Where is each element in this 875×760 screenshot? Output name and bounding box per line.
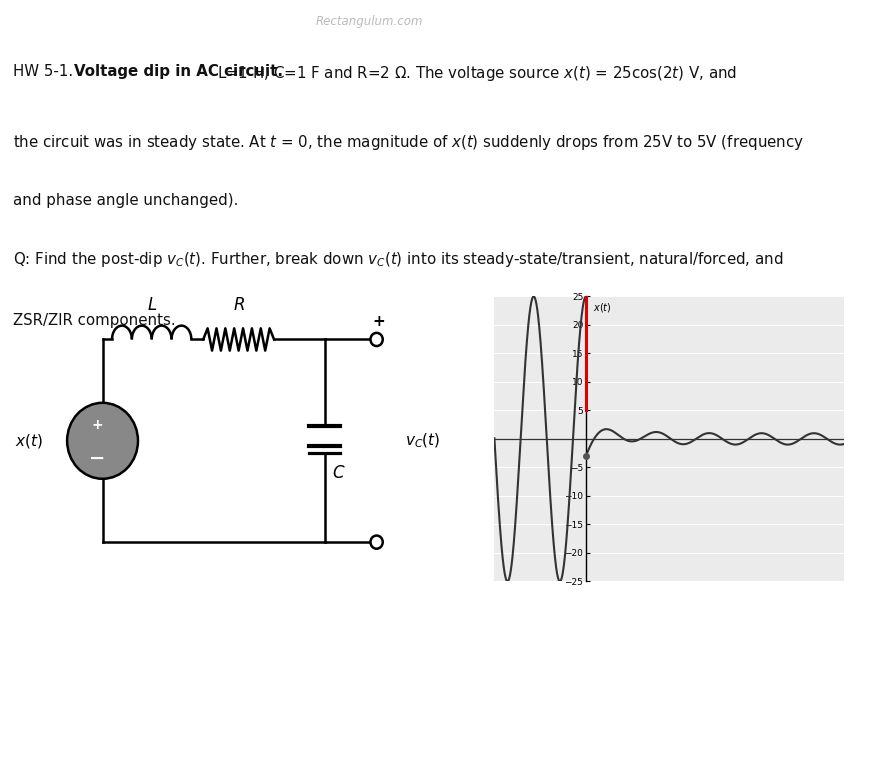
Text: $R$: $R$	[233, 296, 245, 314]
Text: the circuit was in steady state. At $t$ = 0, the magnitude of $x(t)$ suddenly dr: the circuit was in steady state. At $t$ …	[13, 133, 804, 152]
Text: Q: Find the post-dip $v_C(t)$. Further, break down $v_C(t)$ into its steady-stat: Q: Find the post-dip $v_C(t)$. Further, …	[13, 251, 783, 270]
Text: Rectangulum.com: Rectangulum.com	[316, 15, 424, 28]
Text: −: −	[88, 449, 105, 468]
Text: ZSR/ZIR components.: ZSR/ZIR components.	[13, 313, 176, 328]
Text: and phase angle unchanged).: and phase angle unchanged).	[13, 193, 239, 208]
Text: HW 5-1.: HW 5-1.	[13, 65, 78, 80]
Text: +: +	[91, 417, 102, 432]
Text: $x(t)$: $x(t)$	[592, 301, 612, 314]
Text: +: +	[373, 314, 385, 329]
Text: $L$: $L$	[146, 296, 157, 314]
Text: Voltage dip in AC circuit.: Voltage dip in AC circuit.	[74, 65, 284, 80]
Text: $C$: $C$	[332, 464, 346, 482]
Circle shape	[370, 536, 382, 549]
Text: $v_C(t)$: $v_C(t)$	[405, 432, 440, 450]
Circle shape	[370, 333, 382, 346]
Text: $x(t)$: $x(t)$	[16, 432, 43, 450]
Circle shape	[67, 403, 138, 479]
Text: L=1 H, C=1 F and R=2 $\Omega$. The voltage source $x(t)$ = 25cos(2$t$) V, and: L=1 H, C=1 F and R=2 $\Omega$. The volta…	[74, 65, 738, 84]
